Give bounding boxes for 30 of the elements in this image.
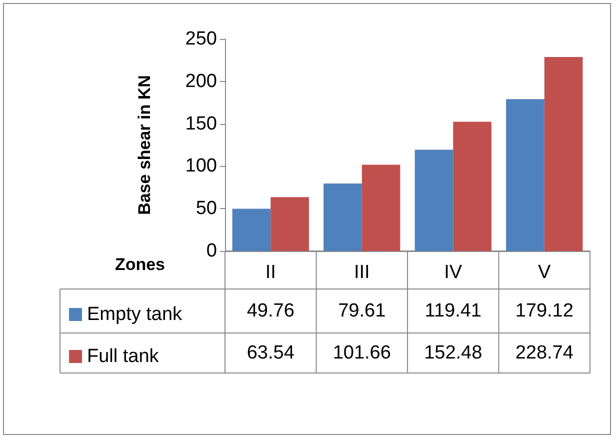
x-tick-label: II	[265, 262, 276, 283]
x-axis-title: Zones	[114, 255, 165, 274]
bar	[362, 164, 400, 251]
data-label: 119.41	[424, 300, 482, 322]
y-tick-label: 0	[206, 240, 217, 262]
bar	[544, 57, 583, 251]
legend-label: Full tank	[87, 346, 160, 367]
data-label: 101.66	[332, 342, 391, 364]
x-tick-label: V	[538, 262, 552, 283]
data-label: 152.48	[424, 342, 482, 364]
y-tick-label: 100	[185, 156, 217, 177]
y-tick-label: 150	[185, 113, 217, 134]
y-axis-title: Base shear in KN	[135, 75, 154, 215]
data-label: 179.12	[515, 300, 574, 322]
bar	[453, 122, 492, 251]
bar	[270, 197, 309, 251]
data-label: 49.76	[246, 300, 294, 322]
x-tick-label: IV	[444, 262, 462, 283]
bar	[324, 183, 362, 251]
bar	[506, 99, 544, 251]
y-tick-label: 250	[185, 28, 217, 50]
data-label: 63.54	[246, 342, 295, 364]
y-tick-label: 50	[196, 198, 217, 220]
data-label: 228.74	[515, 342, 574, 364]
legend-label: Empty tank	[87, 304, 183, 325]
bar	[232, 208, 271, 251]
data-label: 79.61	[338, 300, 386, 322]
y-tick-label: 200	[185, 70, 217, 92]
bar	[414, 150, 454, 251]
x-tick-label: III	[354, 262, 370, 283]
